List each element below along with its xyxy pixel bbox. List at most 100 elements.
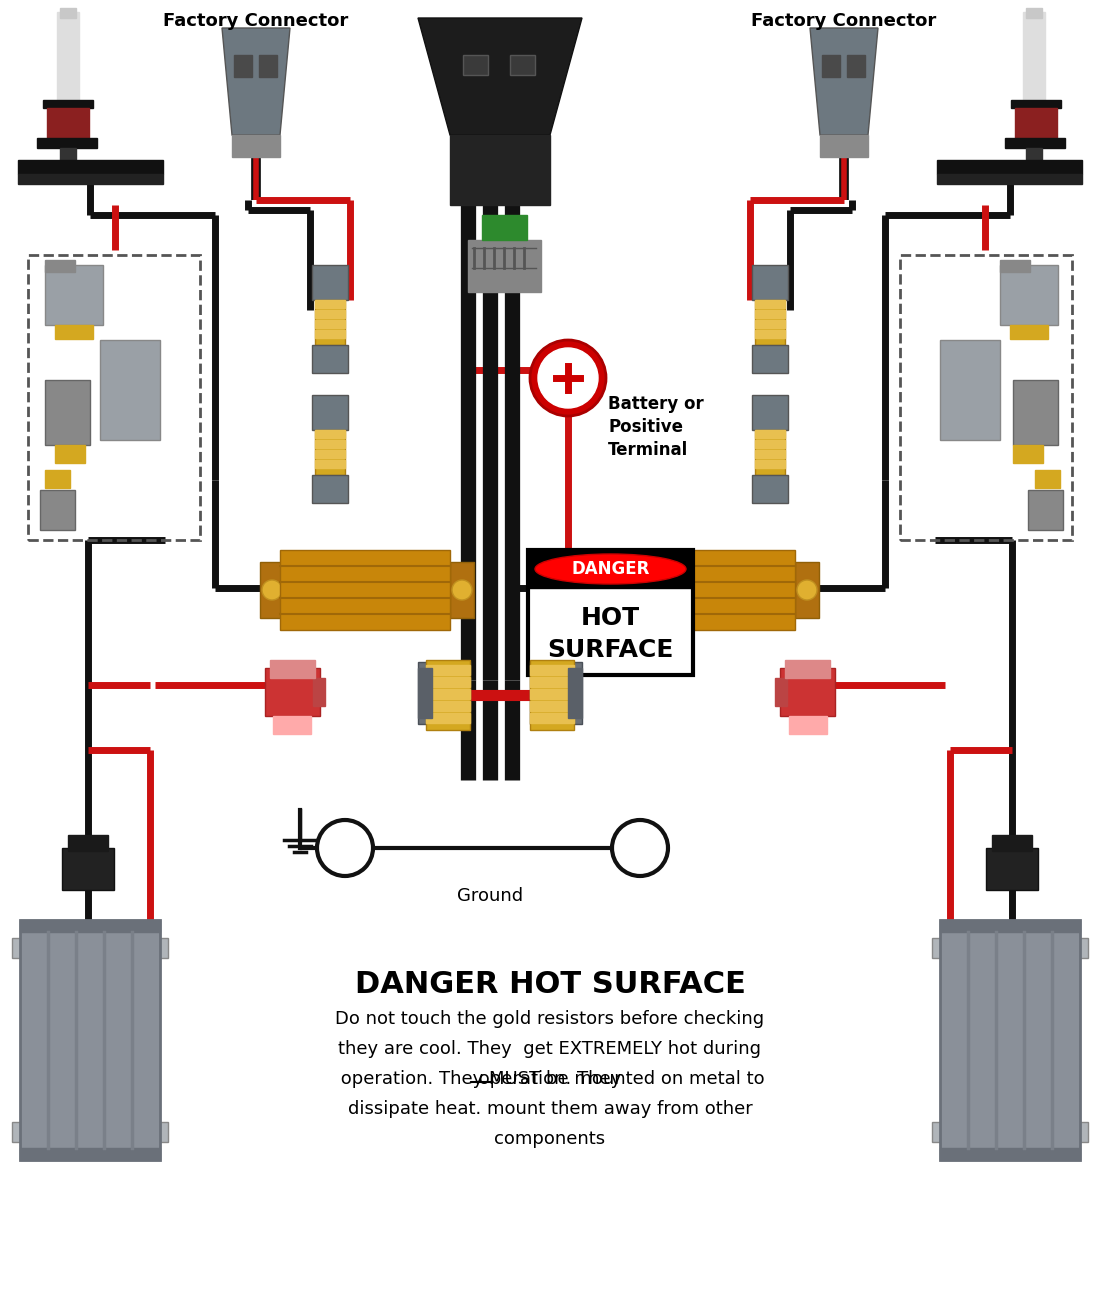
Bar <box>1035 469 1060 487</box>
Bar <box>755 431 785 438</box>
Bar <box>1010 325 1048 339</box>
Bar <box>37 138 97 147</box>
Bar <box>755 460 785 468</box>
Bar <box>822 56 840 78</box>
Text: Positive: Positive <box>608 418 683 436</box>
Bar <box>156 937 168 958</box>
Bar <box>55 325 94 339</box>
Bar <box>315 310 345 318</box>
Bar <box>12 937 24 958</box>
Circle shape <box>798 581 817 600</box>
Circle shape <box>538 348 598 409</box>
Bar <box>530 678 574 687</box>
Bar <box>482 215 527 240</box>
Bar <box>755 330 785 337</box>
Bar <box>1026 147 1042 160</box>
Bar <box>315 300 345 308</box>
Bar <box>426 712 470 723</box>
Text: DANGER HOT SURFACE: DANGER HOT SURFACE <box>354 970 746 999</box>
Text: components: components <box>494 1130 606 1148</box>
Bar <box>450 134 550 206</box>
Bar <box>426 659 470 731</box>
Bar <box>28 255 200 540</box>
Bar <box>312 475 348 503</box>
Polygon shape <box>810 28 878 134</box>
Bar <box>937 175 1082 184</box>
Bar <box>315 431 345 475</box>
Bar <box>755 450 785 458</box>
Bar <box>937 160 1082 175</box>
Bar <box>940 921 1080 932</box>
Bar <box>1011 100 1062 109</box>
Bar <box>752 345 788 372</box>
Bar <box>40 490 75 530</box>
Bar <box>992 835 1032 851</box>
Bar <box>45 265 103 325</box>
Bar <box>315 431 345 438</box>
Bar <box>530 689 574 700</box>
Bar <box>426 665 470 675</box>
Bar <box>940 921 1080 1160</box>
Bar <box>43 100 94 109</box>
Bar <box>18 175 163 184</box>
Bar <box>1028 490 1063 530</box>
Text: dissipate heat. mount them away from other: dissipate heat. mount them away from oth… <box>348 1100 752 1118</box>
Bar <box>755 431 785 475</box>
Bar <box>932 1122 944 1142</box>
Bar <box>450 562 474 618</box>
Text: Factory Connector: Factory Connector <box>751 12 936 30</box>
Bar <box>1076 1122 1088 1142</box>
Bar <box>45 469 70 487</box>
Bar <box>418 668 432 718</box>
Bar <box>20 921 160 1160</box>
Bar <box>62 848 114 890</box>
Polygon shape <box>418 18 582 134</box>
Bar <box>1015 109 1057 140</box>
Bar <box>315 440 345 447</box>
Bar <box>932 937 944 958</box>
Bar <box>820 134 868 156</box>
Bar <box>312 265 348 300</box>
Bar <box>273 716 311 734</box>
Bar <box>1076 937 1088 958</box>
Bar <box>156 1122 168 1142</box>
Text: Terminal: Terminal <box>608 441 689 459</box>
Bar <box>45 260 75 272</box>
Bar <box>312 394 348 431</box>
Bar <box>315 319 345 328</box>
Circle shape <box>530 340 606 416</box>
Bar <box>530 659 574 731</box>
Bar <box>270 659 315 678</box>
Bar <box>312 345 348 372</box>
Bar <box>234 56 252 78</box>
Text: Do not touch the gold resistors before checking: Do not touch the gold resistors before c… <box>336 1010 764 1028</box>
Bar <box>530 701 574 711</box>
Bar <box>755 300 785 345</box>
Bar <box>18 160 163 175</box>
Bar <box>900 255 1072 540</box>
Bar <box>232 134 280 156</box>
Bar <box>258 56 277 78</box>
Bar <box>752 475 788 503</box>
Text: they are cool. They  get EXTREMELY hot during: they are cool. They get EXTREMELY hot du… <box>339 1040 761 1058</box>
Bar <box>940 340 1000 440</box>
Bar <box>55 445 85 463</box>
Bar <box>752 394 788 431</box>
Bar <box>315 300 345 345</box>
Bar <box>418 662 470 724</box>
Bar <box>1026 8 1042 18</box>
Bar <box>463 56 488 75</box>
Bar <box>568 668 582 718</box>
Bar <box>625 550 795 630</box>
Bar <box>530 665 574 675</box>
Bar <box>510 56 535 75</box>
Bar <box>315 460 345 468</box>
Bar <box>755 319 785 328</box>
Bar <box>1000 265 1058 325</box>
Bar <box>68 835 108 851</box>
Bar <box>426 678 470 687</box>
Bar <box>60 147 76 160</box>
Bar <box>755 300 785 308</box>
Bar <box>847 56 865 78</box>
Bar <box>57 12 79 100</box>
